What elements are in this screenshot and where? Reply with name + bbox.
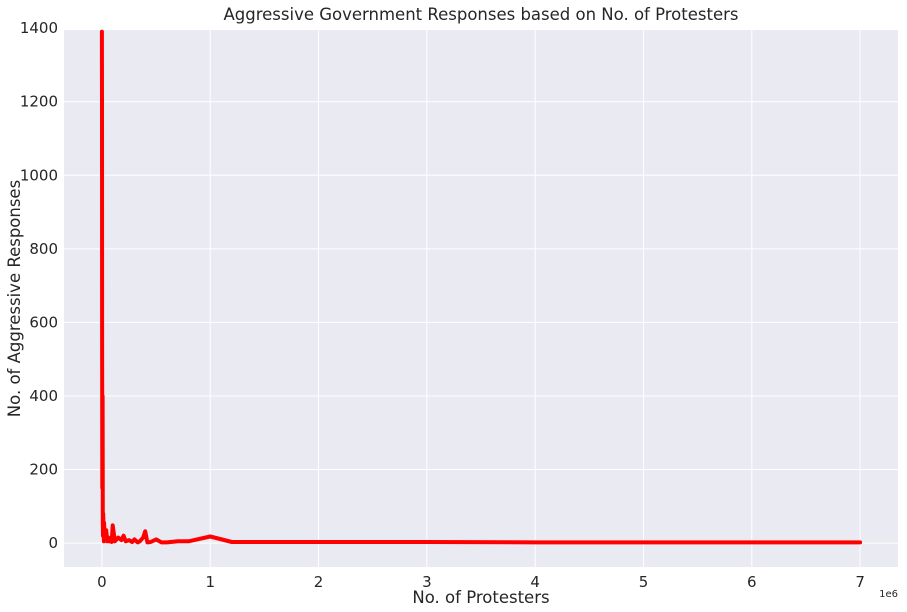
y-tick-label: 0 bbox=[48, 534, 58, 552]
y-tick-labels: 0 200 400 600 800 1000 1200 1400 bbox=[20, 19, 58, 552]
y-tick-label: 200 bbox=[29, 461, 58, 479]
x-tick-label: 4 bbox=[530, 573, 540, 591]
x-tick-label: 0 bbox=[97, 573, 107, 591]
x-tick-label: 3 bbox=[422, 573, 432, 591]
plot-background bbox=[64, 30, 898, 567]
x-axis-label: No. of Protesters bbox=[412, 588, 549, 607]
x-axis-offset-label: 1e6 bbox=[879, 589, 898, 600]
x-tick-label: 1 bbox=[205, 573, 215, 591]
y-axis-label: No. of Aggressive Responses bbox=[5, 180, 24, 417]
grid bbox=[64, 27, 898, 567]
y-tick-label: 400 bbox=[29, 387, 58, 405]
chart-title: Aggressive Government Responses based on… bbox=[223, 5, 738, 24]
y-tick-label: 1400 bbox=[20, 19, 58, 37]
series-line bbox=[99, 29, 863, 545]
x-tick-label: 6 bbox=[747, 573, 757, 591]
y-tick-label: 800 bbox=[29, 240, 58, 258]
x-tick-label: 5 bbox=[639, 573, 649, 591]
series-lines bbox=[99, 29, 863, 545]
y-tick-label: 1000 bbox=[20, 166, 58, 184]
y-tick-label: 1200 bbox=[20, 93, 58, 111]
x-tick-label: 7 bbox=[855, 573, 865, 591]
y-tick-label: 600 bbox=[29, 313, 58, 331]
x-tick-label: 2 bbox=[314, 573, 324, 591]
x-tick-labels: 0 1 2 3 4 5 6 7 bbox=[97, 573, 865, 591]
